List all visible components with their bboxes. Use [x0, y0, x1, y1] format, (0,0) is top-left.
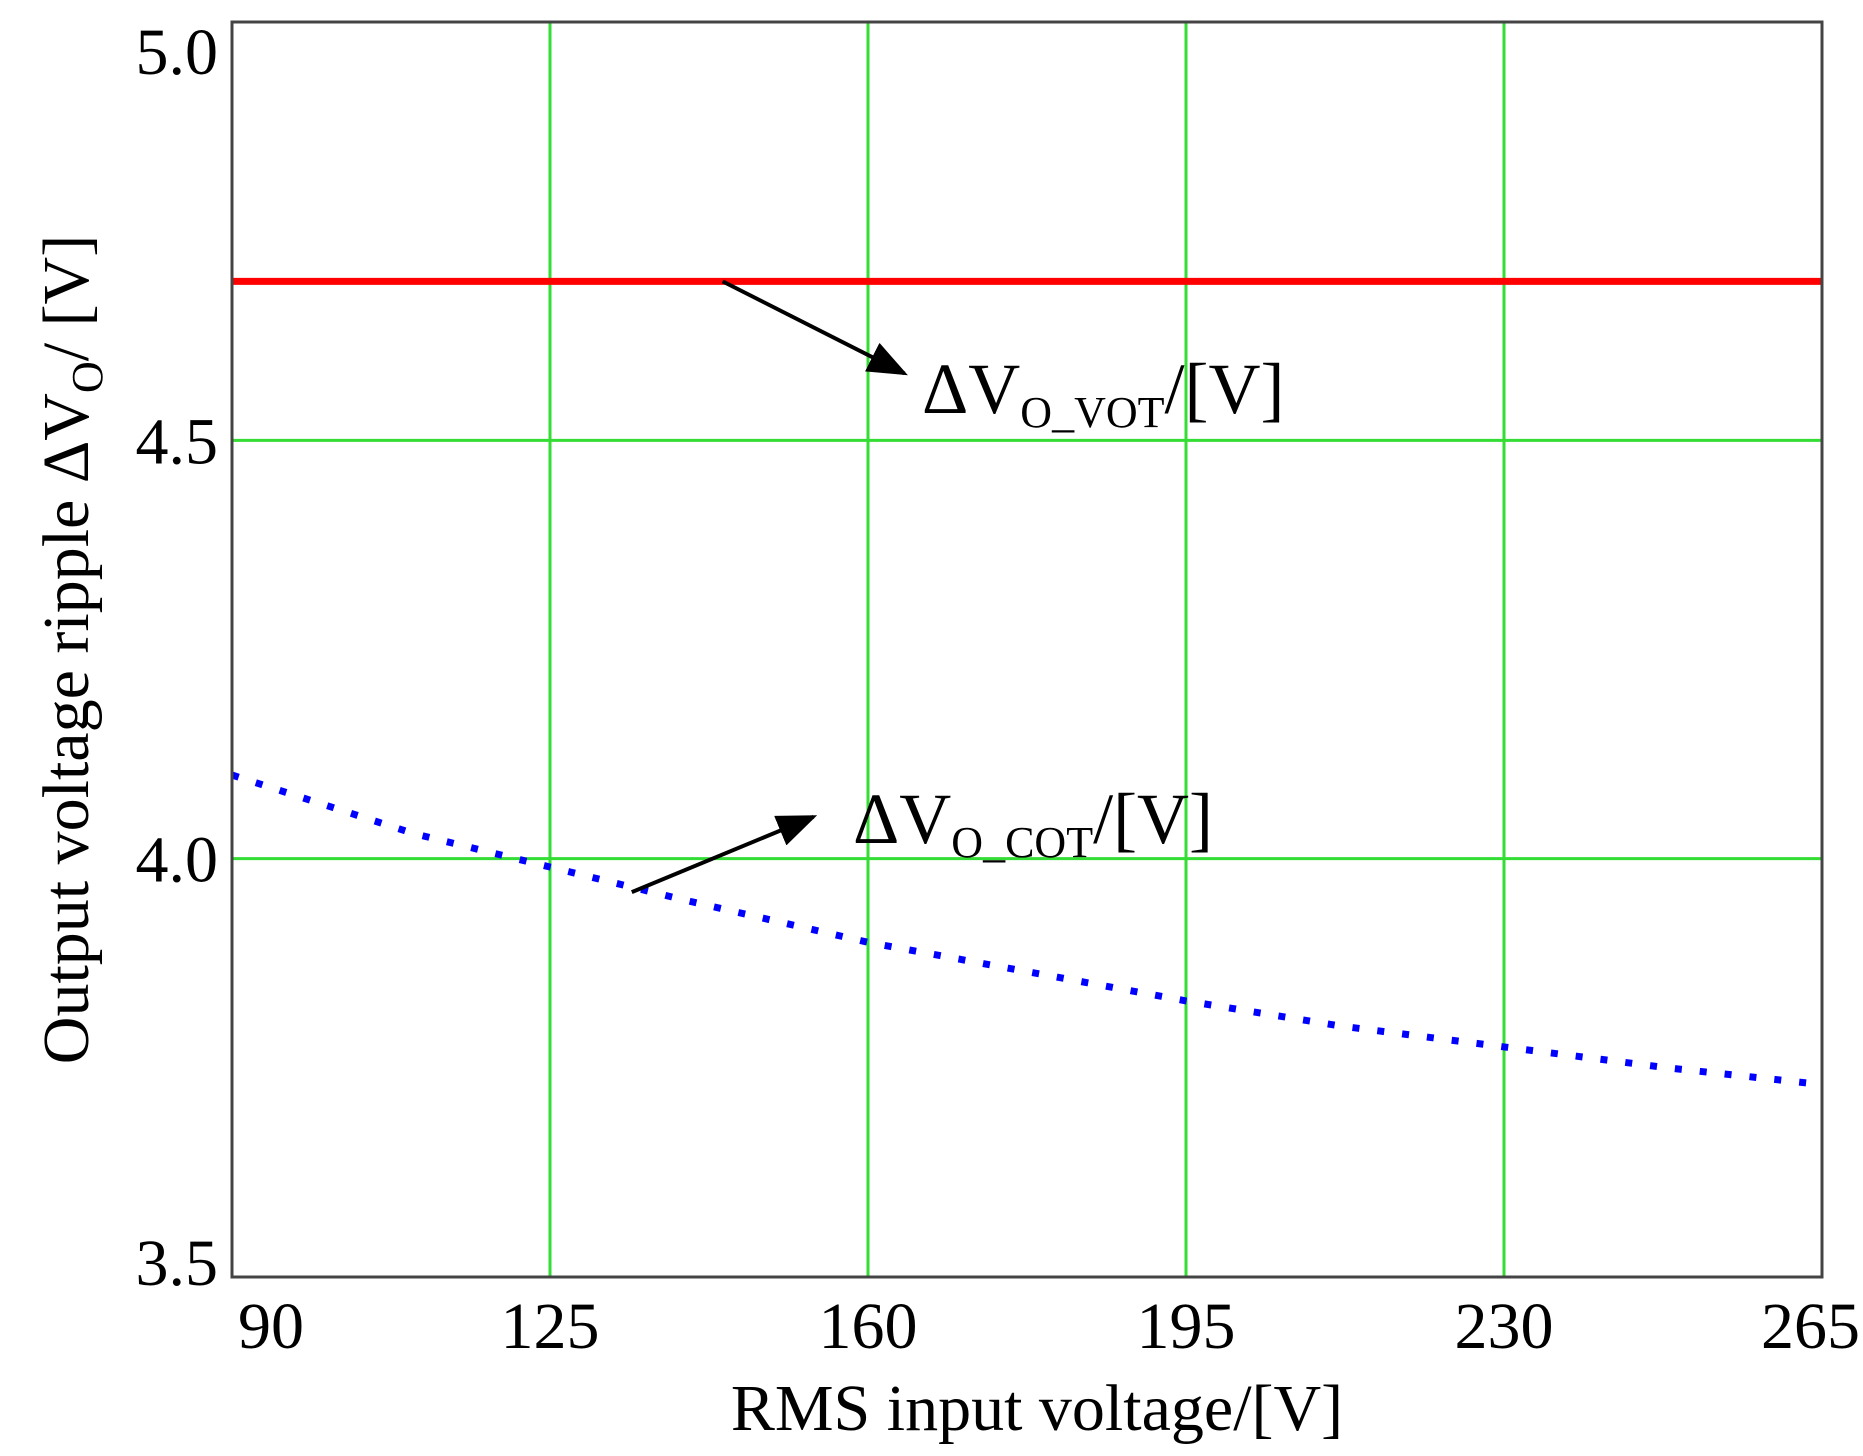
annotations: ΔVO_VOT/[V]ΔVO_COT/[V] — [631, 279, 1284, 894]
svg-text:Output voltage ripple ΔVO/ [V]: Output voltage ripple ΔVO/ [V] — [30, 235, 112, 1064]
y-tick-label: 4.0 — [136, 824, 219, 897]
y-tick-label: 3.5 — [136, 1227, 219, 1300]
x-tick-labels: 90 125 160 195 230 265 — [238, 1290, 1860, 1363]
annotation-label-suffix: /[V] — [1165, 349, 1285, 429]
annotation-label-subscript: O_VOT — [1020, 388, 1164, 437]
annotation-label-main: ΔV — [853, 779, 951, 859]
annotation-label-o_vot: ΔVO_VOT/[V] — [922, 349, 1284, 437]
y-tick-label: 5.0 — [136, 16, 219, 89]
x-tick-label: 230 — [1455, 1290, 1554, 1363]
x-axis-label: RMS input voltage/[V] — [731, 1372, 1343, 1445]
x-tick-label: 265 — [1761, 1290, 1860, 1363]
y-axis-label-suffix: / [V] — [30, 235, 103, 361]
plot-frame — [230, 20, 1824, 1279]
y-axis-label-text: Output voltage ripple ΔV — [30, 393, 103, 1064]
annotation-label-suffix: /[V] — [1093, 779, 1213, 859]
y-tick-labels: 3.5 4.0 4.5 5.0 — [136, 16, 219, 1300]
annotation-label-o_cot: ΔVO_COT/[V] — [853, 779, 1213, 867]
series-layer — [230, 277, 1823, 1089]
x-tick-label: 195 — [1137, 1290, 1236, 1363]
x-tick-label: 160 — [819, 1290, 918, 1363]
annotation-arrow-o_cot — [631, 814, 818, 894]
y-axis-label: Output voltage ripple ΔVO/ [V] — [30, 235, 112, 1064]
x-tick-label: 90 — [238, 1290, 304, 1363]
annotation-label-main: ΔV — [922, 349, 1020, 429]
x-tick-label: 125 — [501, 1290, 600, 1363]
annotation-arrow-o_vot — [721, 279, 908, 376]
annotation-label-subscript: O_COT — [951, 818, 1093, 867]
y-tick-label: 4.5 — [136, 405, 219, 478]
y-axis-label-subscript: O — [63, 361, 112, 393]
grid — [232, 22, 1822, 1277]
